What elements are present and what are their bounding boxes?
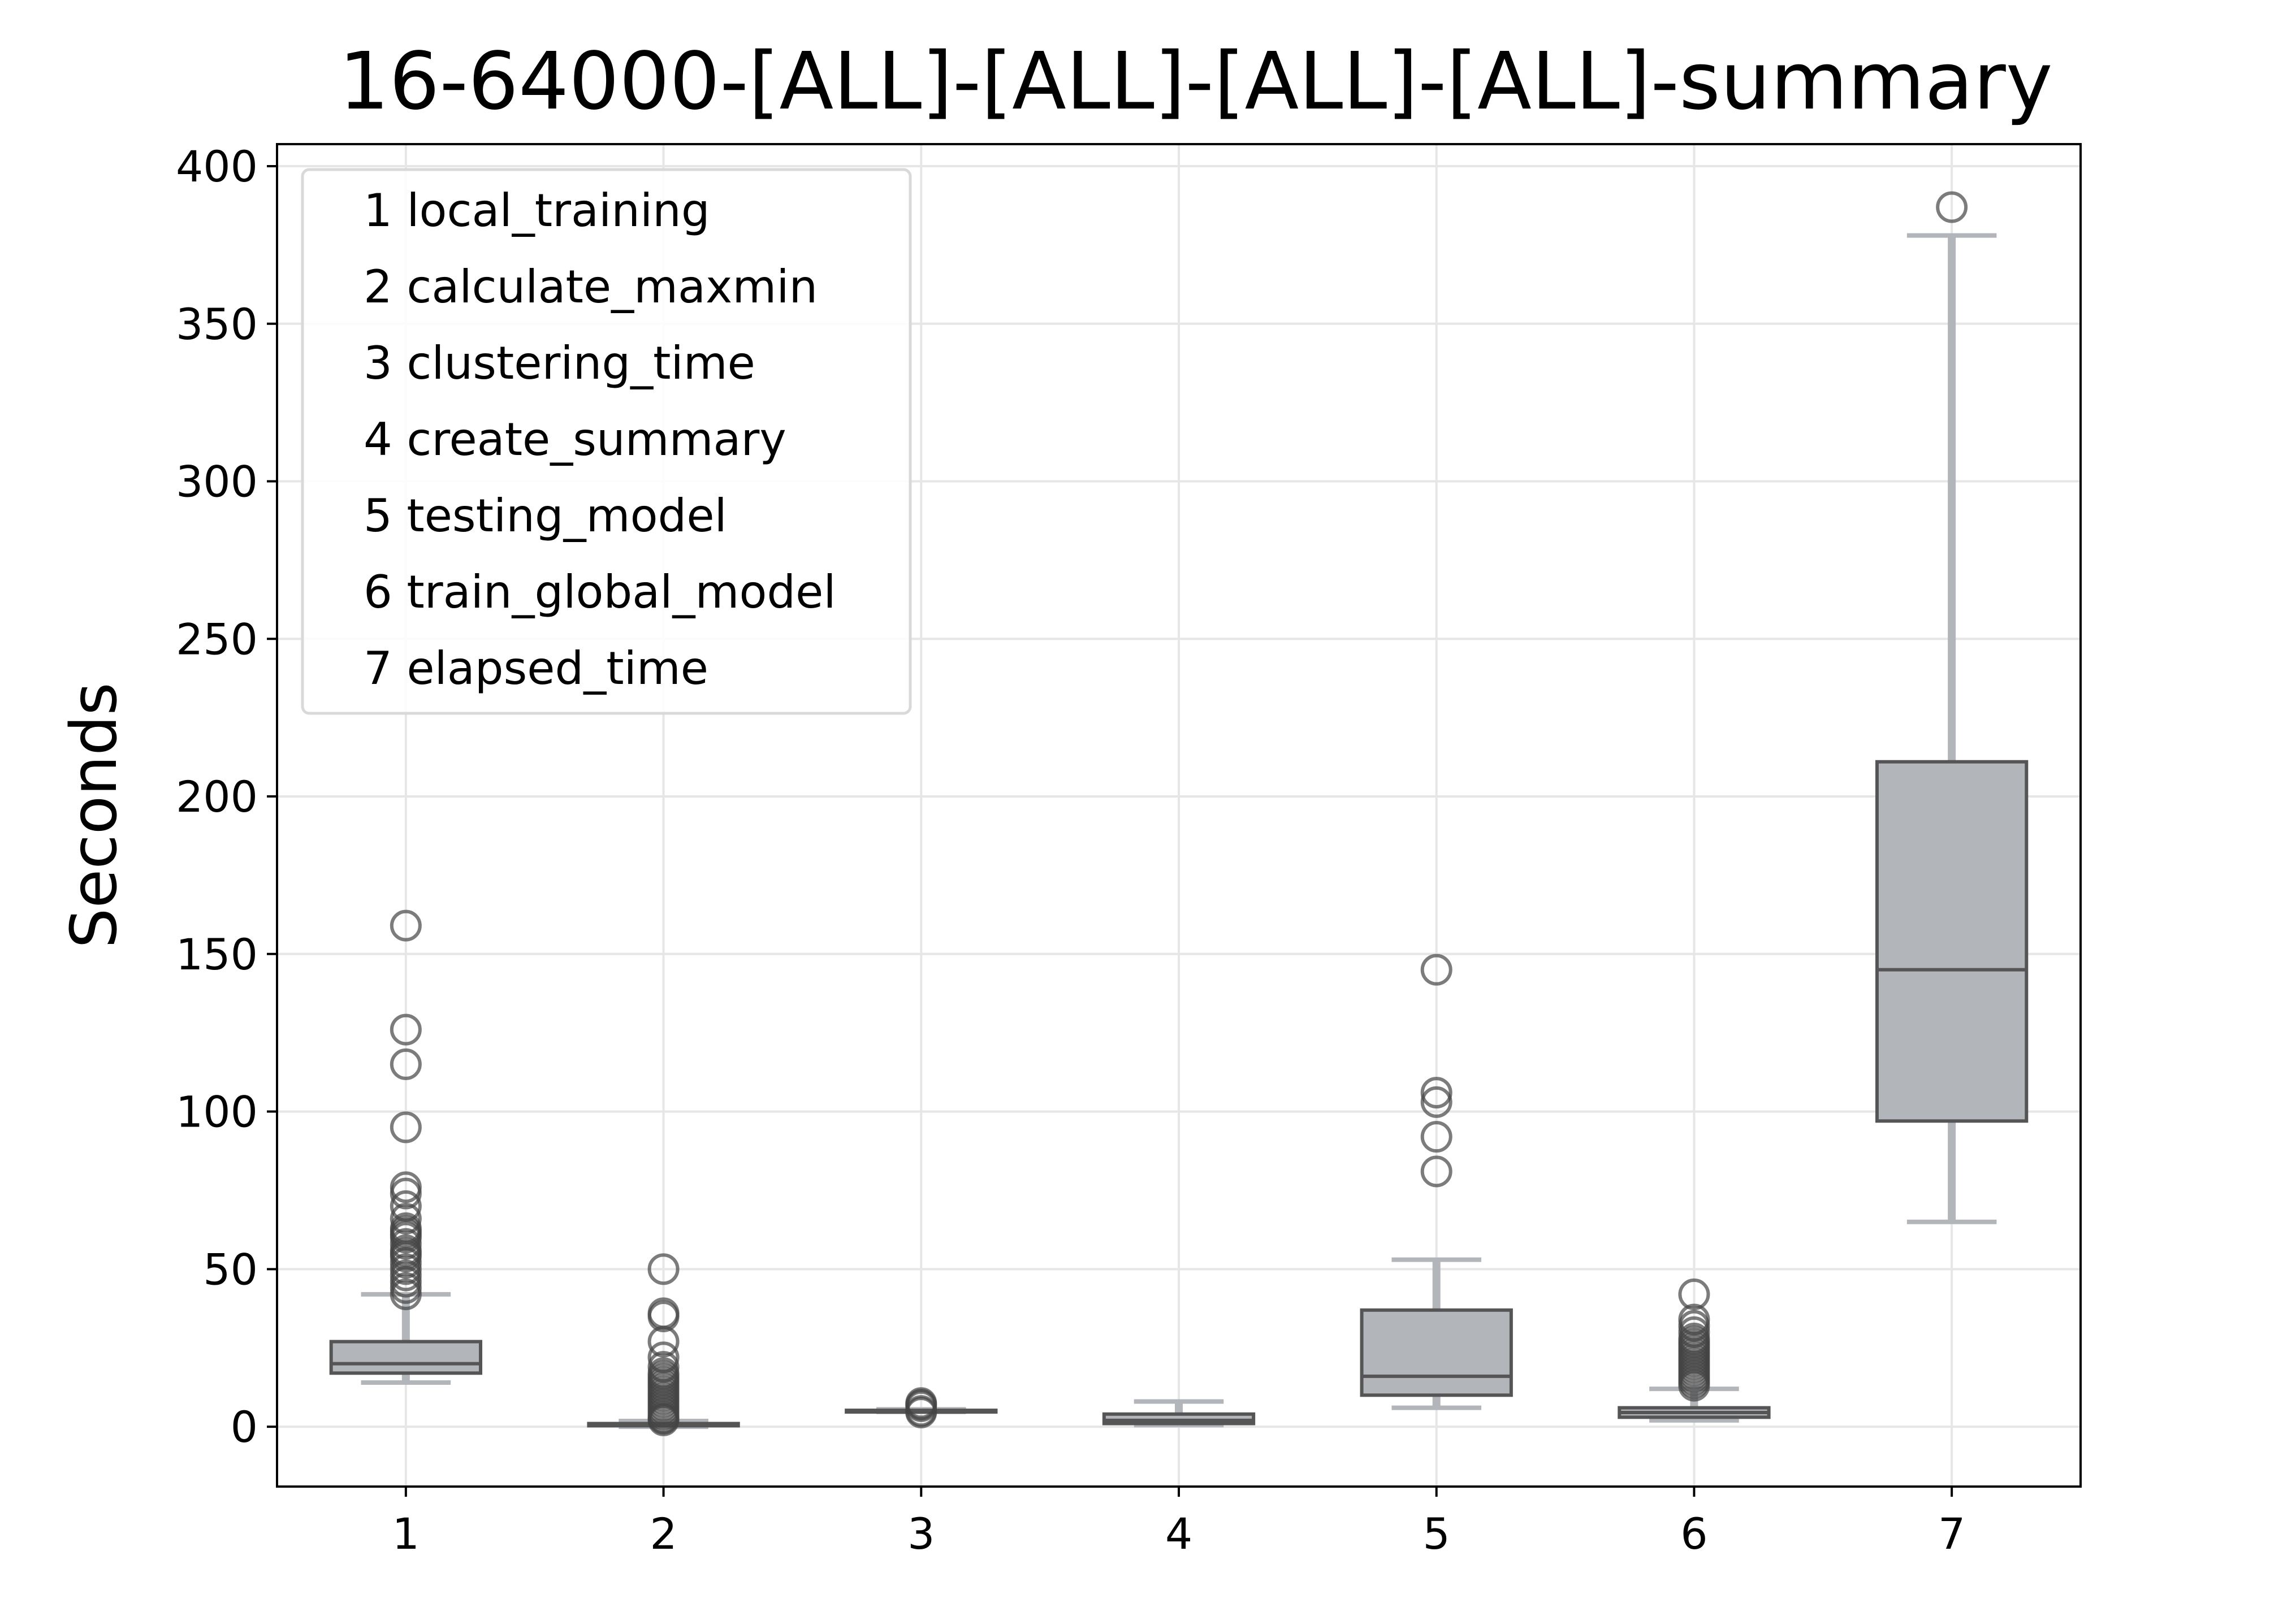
y-tick-label: 400 [176,141,258,192]
box-iqr [1360,1308,1513,1397]
outlier-point [1420,954,1452,986]
outlier-point [390,1111,422,1143]
outlier-point [1678,1278,1710,1310]
outlier-point [390,1278,422,1310]
box-group-5 [1360,1257,1513,1410]
legend-item: 3 clustering_time [364,337,755,389]
y-tick-label: 100 [176,1087,258,1137]
legend-item: 1 local_training [364,184,710,237]
x-tick-label: 6 [1680,1509,1707,1559]
y-axis-label: Seconds [58,682,131,948]
outlier-point [905,1396,937,1428]
legend-item: 7 elapsed_time [364,642,708,695]
y-tick-label: 250 [176,614,258,664]
legend-item: 6 train_global_model [364,566,836,618]
outlier-point [390,909,422,942]
x-tick-label: 4 [1165,1509,1192,1559]
box-iqr [1875,760,2029,1123]
tick-layer: 0 50 100 150 200 250 300 350 400 1 2 3 4 5 6 7 [176,141,1965,1559]
box-group-4 [1102,1399,1256,1428]
outlier-point [1420,1155,1452,1188]
legend-box [301,168,912,715]
outlier-point [1678,1370,1710,1402]
legend-item: 2 calculate_maxmin [364,261,818,313]
outlier-point [1420,1077,1452,1109]
box-group-6 [1618,1387,1771,1423]
outlier-point [390,1048,422,1080]
y-tick-label: 150 [176,929,258,980]
outlier-point [390,1203,422,1235]
x-tick-label: 7 [1938,1509,1965,1559]
chart-title: 16-64000-[ALL]-[ALL]-[ALL]-[ALL]-summary [339,36,2052,128]
legend: 1 local_training 2 calculate_maxmin 3 cl… [301,168,912,715]
y-tick-label: 350 [176,299,258,349]
x-tick-label: 1 [392,1509,420,1559]
x-tick-label: 2 [650,1509,677,1559]
flier-layer [390,191,1968,1436]
outlier-point [647,1253,680,1285]
box-group-1 [329,1292,483,1385]
outlier-point [390,1177,422,1210]
outlier-point [647,1325,680,1358]
y-tick-label: 200 [176,772,258,822]
legend-item: 4 create_summary [364,413,786,466]
x-tick-label: 5 [1423,1509,1450,1559]
outlier-point [647,1404,680,1436]
legend-item: 5 testing_model [364,489,727,542]
y-tick-label: 50 [203,1244,258,1294]
x-tick-label: 3 [907,1509,935,1559]
outlier-point [390,1013,422,1046]
outlier-point [1420,1086,1452,1118]
y-tick-label: 300 [176,457,258,507]
outlier-point [647,1300,680,1332]
box-layer [329,233,2029,1429]
box-group-7 [1875,233,2029,1224]
box-group-3 [845,1407,998,1414]
outlier-point [1420,1121,1452,1153]
box-iqr [329,1340,483,1375]
y-tick-label: 0 [231,1402,258,1452]
outlier-point [1936,191,1968,223]
